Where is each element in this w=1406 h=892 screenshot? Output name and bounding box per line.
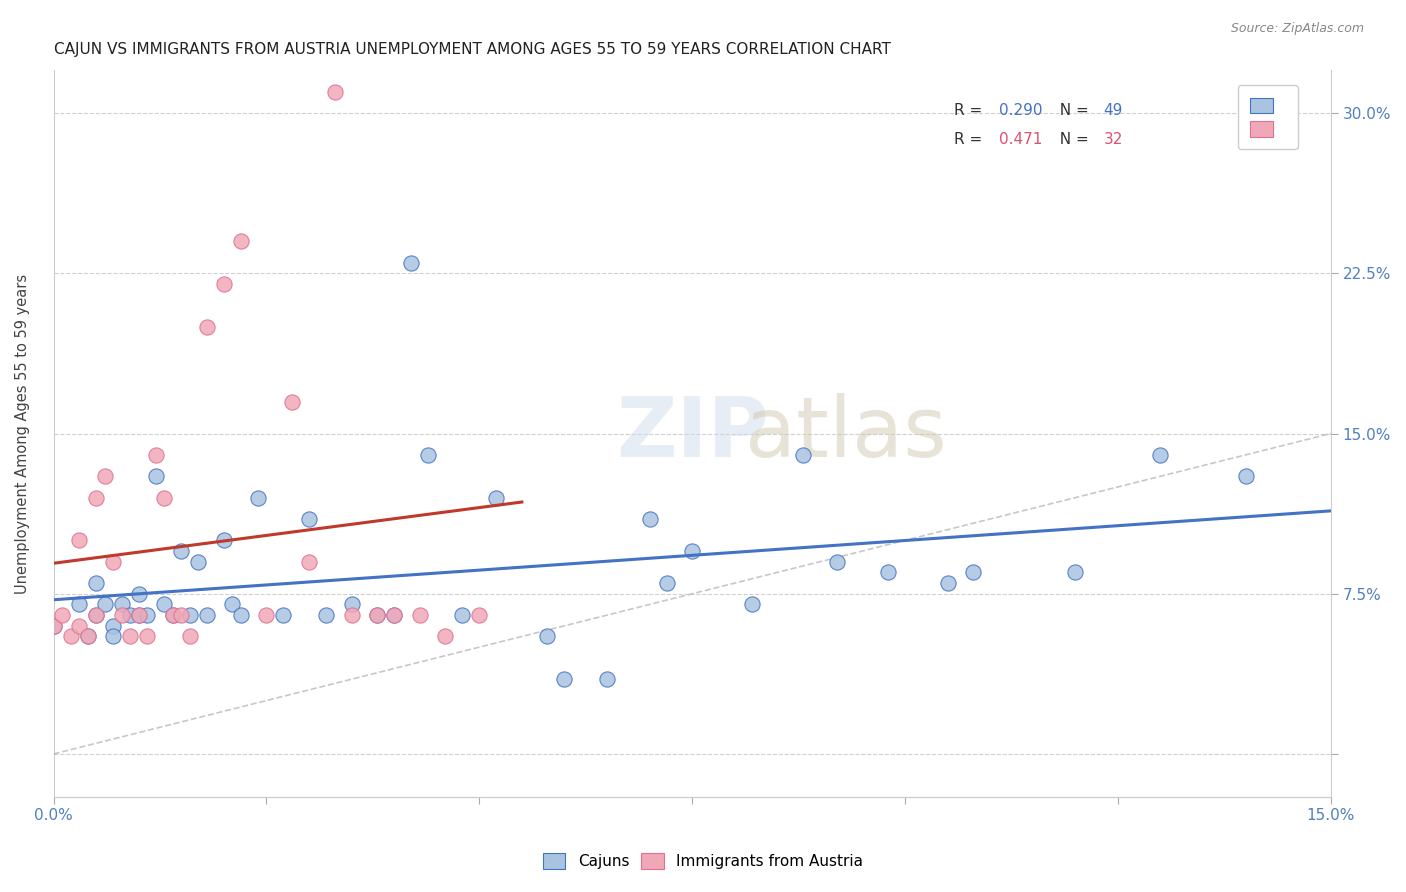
Point xyxy=(212,277,235,291)
Point xyxy=(273,608,295,623)
Point xyxy=(681,544,703,558)
Point xyxy=(246,491,269,505)
Point xyxy=(145,469,167,483)
Point xyxy=(170,608,193,623)
Point xyxy=(792,448,814,462)
Point xyxy=(409,608,432,623)
Point xyxy=(128,608,150,623)
Point xyxy=(179,630,201,644)
Point xyxy=(315,608,337,623)
Text: atlas: atlas xyxy=(745,393,946,474)
Point xyxy=(67,619,90,633)
Text: Source: ZipAtlas.com: Source: ZipAtlas.com xyxy=(1230,22,1364,36)
Point xyxy=(162,608,184,623)
Point xyxy=(103,630,125,644)
Point xyxy=(536,630,558,644)
Point xyxy=(340,608,363,623)
Text: N =: N = xyxy=(1050,103,1094,118)
Point xyxy=(382,608,405,623)
Point xyxy=(93,598,115,612)
Point xyxy=(298,512,321,526)
Point xyxy=(195,319,218,334)
Point xyxy=(187,555,209,569)
Text: 0.290: 0.290 xyxy=(998,103,1042,118)
Point xyxy=(256,608,278,623)
Point xyxy=(323,85,346,99)
Point xyxy=(1149,448,1171,462)
Point xyxy=(59,630,82,644)
Point xyxy=(468,608,491,623)
Point xyxy=(136,608,159,623)
Point xyxy=(111,598,134,612)
Point xyxy=(1234,469,1257,483)
Point xyxy=(84,608,107,623)
Point xyxy=(42,619,65,633)
Text: 49: 49 xyxy=(1104,103,1123,118)
Y-axis label: Unemployment Among Ages 55 to 59 years: Unemployment Among Ages 55 to 59 years xyxy=(15,274,30,593)
Point xyxy=(67,533,90,548)
Point xyxy=(596,672,619,686)
Point xyxy=(281,394,304,409)
Point xyxy=(936,576,959,591)
Point xyxy=(42,619,65,633)
Point xyxy=(76,630,98,644)
Point xyxy=(170,544,193,558)
Point xyxy=(962,566,984,580)
Text: 0.471: 0.471 xyxy=(998,132,1042,147)
Text: R =: R = xyxy=(953,132,987,147)
Point xyxy=(298,555,321,569)
Point xyxy=(162,608,184,623)
Point xyxy=(103,619,125,633)
Point xyxy=(153,598,176,612)
Point xyxy=(485,491,508,505)
Point xyxy=(221,598,243,612)
Point xyxy=(877,566,900,580)
Point xyxy=(655,576,678,591)
Point xyxy=(1064,566,1087,580)
Point xyxy=(195,608,218,623)
Point xyxy=(136,630,159,644)
Point xyxy=(366,608,388,623)
Point xyxy=(229,235,252,249)
Legend: Cajuns, Immigrants from Austria: Cajuns, Immigrants from Austria xyxy=(536,847,870,875)
Text: 32: 32 xyxy=(1104,132,1123,147)
Point xyxy=(111,608,134,623)
Point xyxy=(434,630,457,644)
Point xyxy=(382,608,405,623)
Point xyxy=(553,672,575,686)
Point xyxy=(451,608,474,623)
Point xyxy=(825,555,848,569)
Text: R =: R = xyxy=(953,103,987,118)
Point xyxy=(145,448,167,462)
Point xyxy=(76,630,98,644)
Point xyxy=(51,608,73,623)
Point xyxy=(128,587,150,601)
Point xyxy=(67,598,90,612)
Point xyxy=(128,608,150,623)
Point xyxy=(84,608,107,623)
Point xyxy=(741,598,763,612)
Point xyxy=(212,533,235,548)
Point xyxy=(153,491,176,505)
Point xyxy=(179,608,201,623)
Point xyxy=(638,512,661,526)
Legend: , : , xyxy=(1237,86,1298,149)
Point xyxy=(399,255,422,269)
Point xyxy=(84,491,107,505)
Point xyxy=(229,608,252,623)
Point xyxy=(340,598,363,612)
Point xyxy=(84,576,107,591)
Text: CAJUN VS IMMIGRANTS FROM AUSTRIA UNEMPLOYMENT AMONG AGES 55 TO 59 YEARS CORRELAT: CAJUN VS IMMIGRANTS FROM AUSTRIA UNEMPLO… xyxy=(53,42,890,57)
Text: N =: N = xyxy=(1050,132,1094,147)
Text: ZIP: ZIP xyxy=(616,393,769,474)
Point xyxy=(93,469,115,483)
Point xyxy=(120,608,142,623)
Point xyxy=(418,448,440,462)
Point xyxy=(103,555,125,569)
Point xyxy=(366,608,388,623)
Point xyxy=(120,630,142,644)
